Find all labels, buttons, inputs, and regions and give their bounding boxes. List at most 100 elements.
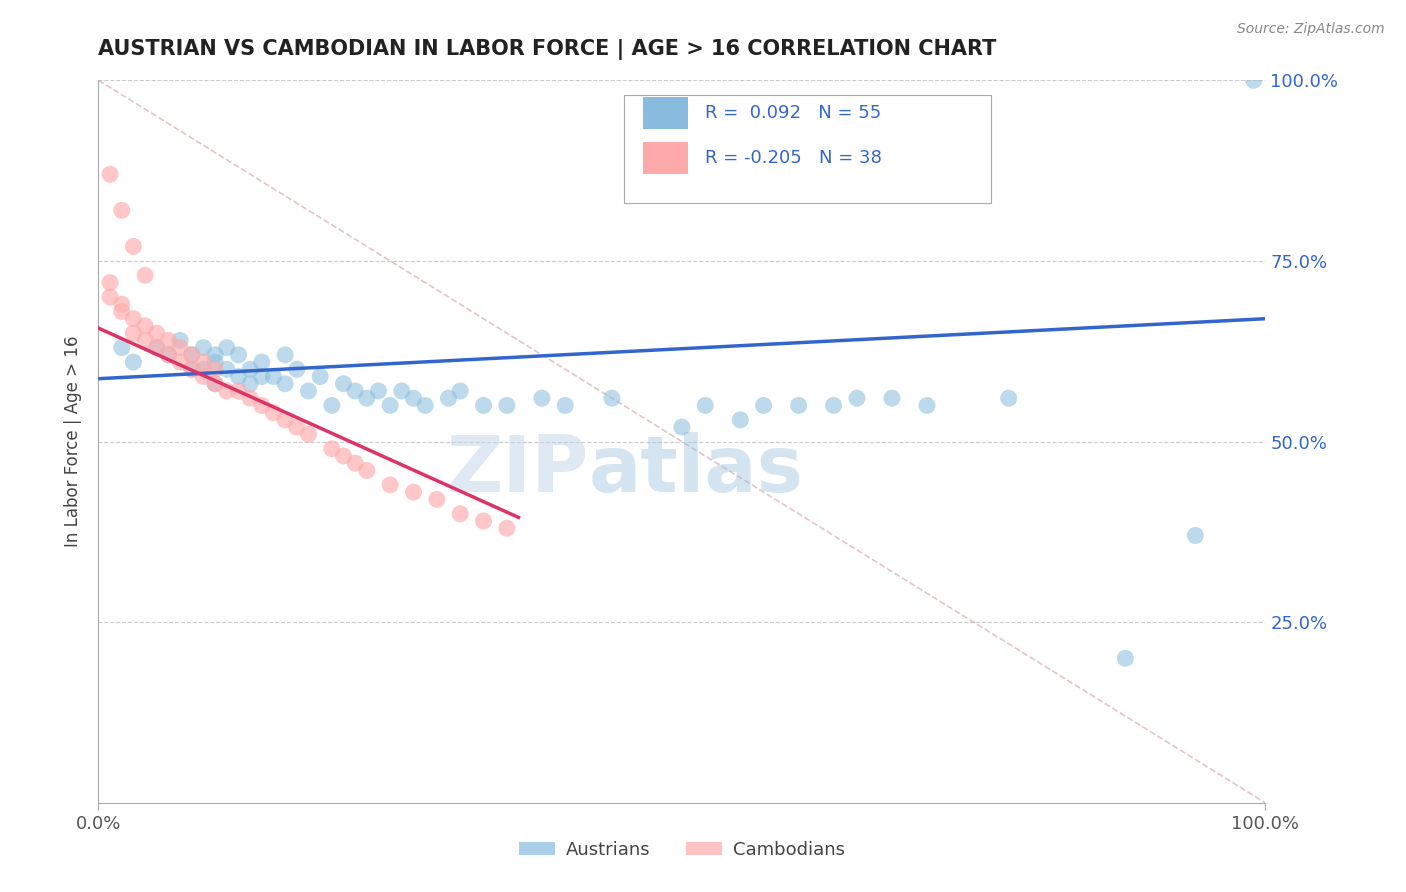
Point (262, 369, 284, 384)
Point (111, 297, 134, 311)
Legend: Austrians, Cambodians: Austrians, Cambodians (512, 834, 852, 866)
Point (111, 304, 134, 318)
Point (122, 355, 145, 369)
Point (180, 348, 202, 362)
Point (215, 384, 238, 398)
Point (169, 355, 191, 369)
Point (380, 478, 402, 492)
Point (274, 348, 297, 362)
Point (111, 203, 134, 218)
Point (285, 362, 308, 376)
Point (215, 341, 238, 355)
Point (239, 362, 262, 376)
Point (730, 413, 752, 427)
Point (157, 348, 180, 362)
Point (250, 398, 273, 412)
Point (297, 384, 319, 398)
Text: R =  0.092   N = 55: R = 0.092 N = 55 (706, 103, 882, 122)
Point (846, 391, 869, 405)
Point (157, 348, 180, 362)
Point (98, 290, 121, 304)
Point (344, 456, 367, 470)
Point (239, 391, 262, 405)
Point (367, 384, 389, 398)
Point (332, 449, 354, 463)
Point (413, 398, 436, 412)
Text: atlas: atlas (589, 433, 803, 508)
Point (111, 341, 134, 355)
Point (262, 406, 284, 420)
Point (472, 398, 495, 412)
Point (321, 398, 343, 412)
Point (530, 391, 553, 405)
Point (122, 326, 145, 340)
FancyBboxPatch shape (624, 95, 991, 203)
Point (134, 318, 156, 333)
Point (695, 398, 717, 412)
Point (98, 276, 121, 290)
Point (402, 391, 425, 405)
Point (496, 398, 519, 412)
Point (1243, 73, 1265, 87)
Point (321, 442, 343, 456)
Point (157, 334, 180, 348)
Point (146, 326, 169, 340)
Point (787, 398, 810, 412)
Point (915, 398, 938, 412)
Point (344, 384, 367, 398)
Point (122, 311, 145, 326)
Point (122, 239, 145, 253)
Point (180, 348, 202, 362)
Point (134, 334, 156, 348)
Point (997, 391, 1019, 405)
Point (437, 391, 460, 405)
Bar (644, 143, 688, 174)
Point (496, 521, 519, 535)
Point (274, 413, 297, 427)
Point (204, 355, 226, 369)
Point (215, 362, 238, 376)
Point (297, 427, 319, 442)
Point (250, 369, 273, 384)
Point (880, 391, 903, 405)
Point (180, 362, 202, 376)
Point (600, 391, 623, 405)
Point (285, 420, 308, 434)
Point (169, 341, 191, 355)
Point (356, 463, 378, 477)
Point (193, 369, 215, 384)
Point (193, 362, 215, 376)
Point (239, 376, 262, 391)
Point (180, 362, 202, 376)
Point (98, 167, 121, 181)
Point (402, 485, 425, 500)
Point (146, 341, 169, 355)
Point (228, 348, 250, 362)
Point (823, 398, 845, 412)
Point (146, 341, 169, 355)
Point (204, 376, 226, 391)
Point (356, 391, 378, 405)
Point (169, 334, 191, 348)
Point (193, 341, 215, 355)
Point (391, 384, 413, 398)
Y-axis label: In Labor Force | Age > 16: In Labor Force | Age > 16 (65, 335, 83, 548)
Point (752, 398, 775, 412)
Point (228, 384, 250, 398)
Point (193, 355, 215, 369)
Point (228, 369, 250, 384)
Point (1114, 651, 1136, 665)
Point (449, 384, 471, 398)
Text: Source: ZipAtlas.com: Source: ZipAtlas.com (1237, 22, 1385, 37)
Point (204, 376, 226, 391)
Point (309, 369, 332, 384)
Point (426, 492, 449, 507)
Text: R = -0.205   N = 38: R = -0.205 N = 38 (706, 149, 882, 168)
Point (204, 348, 226, 362)
Point (671, 420, 693, 434)
Point (134, 268, 156, 283)
Point (250, 355, 273, 369)
Point (449, 507, 471, 521)
Point (380, 398, 402, 412)
Point (274, 376, 297, 391)
